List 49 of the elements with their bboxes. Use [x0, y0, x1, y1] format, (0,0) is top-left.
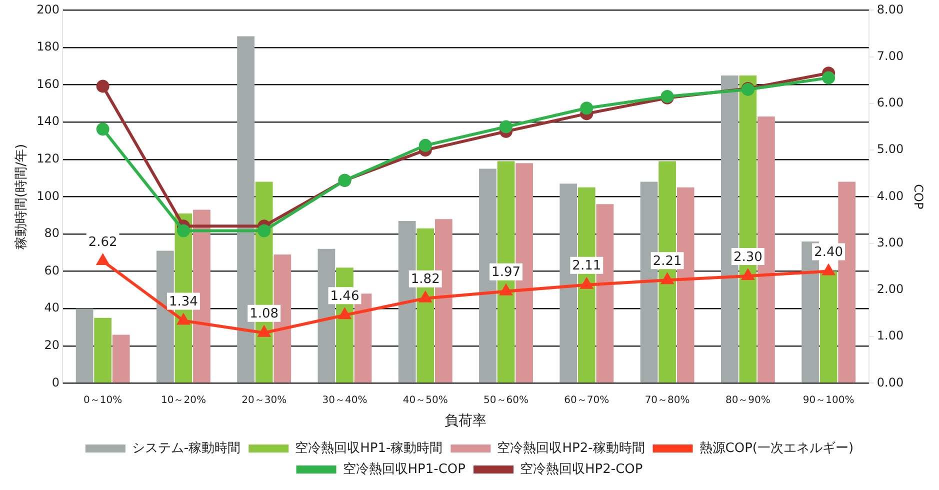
y2-axis-title: COP [912, 184, 926, 210]
y2-tick-label: 6.00 [876, 96, 904, 110]
x-tick-label: 30～40% [322, 394, 368, 406]
y-tick-label: 0 [52, 375, 60, 390]
data-label: 2.21 [652, 254, 682, 270]
y-tick-label: 20 [44, 338, 60, 352]
y-tick-label: 40 [44, 300, 60, 315]
x-tick-label: 10～20% [160, 394, 206, 406]
y2-tick-label: 0.00 [876, 375, 904, 390]
y-axis-title: 稼動時間(時間/年) [14, 144, 30, 250]
data-label: 1.46 [330, 289, 360, 304]
x-tick-label: 50～60% [484, 394, 528, 406]
x-tick-label: 90～100% [802, 394, 854, 406]
y2-tick-label: 7.00 [876, 48, 904, 63]
legend-label: 空冷熱回収HP1-COP [342, 462, 466, 477]
data-label: 1.82 [410, 272, 440, 288]
y2-tick-label: 8.00 [876, 2, 904, 16]
y-tick-label: 140 [36, 114, 60, 128]
data-label: 2.40 [814, 245, 844, 260]
x-tick-label: 60～70% [564, 394, 610, 406]
legend-label: システム-稼動時間 [132, 440, 241, 456]
data-label: 2.11 [572, 258, 602, 274]
legend-label: 空冷熱回収HP2-稼動時間 [497, 440, 645, 456]
x-tick-label: 20～30% [242, 394, 287, 406]
data-label: 1.97 [492, 265, 520, 280]
x-tick-label: 40～50% [402, 394, 448, 406]
y2-tick-label: 2.00 [876, 282, 904, 296]
x-tick-label: 0～10% [84, 394, 122, 406]
y-tick-label: 180 [36, 40, 60, 54]
y2-tick-label: 3.00 [876, 235, 904, 250]
y2-tick-label: 5.00 [876, 142, 904, 156]
x-tick-label: 80～90% [725, 394, 770, 406]
data-label: 2.62 [88, 234, 118, 250]
y-tick-label: 100 [36, 188, 60, 203]
y2-tick-label: 4.00 [876, 188, 904, 203]
data-label: 1.34 [168, 294, 198, 310]
y-tick-label: 160 [36, 76, 60, 91]
y-tick-label: 200 [36, 2, 60, 16]
y-tick-label: 60 [44, 263, 60, 278]
legend-label: 熱源COP(一次エネルギー) [699, 440, 854, 456]
x-tick-label: 70～80% [644, 394, 690, 406]
y-tick-label: 120 [36, 152, 60, 166]
x-axis-title: 負荷率 [444, 413, 487, 430]
y2-tick-label: 1.00 [876, 328, 904, 343]
data-label: 1.08 [250, 306, 279, 322]
data-label: 2.30 [733, 250, 762, 265]
y-tick-label: 80 [44, 226, 60, 240]
legend-label: 空冷熱回収HP2-COP [520, 462, 643, 477]
legend-label: 空冷熱回収HP1-稼動時間 [295, 440, 443, 456]
